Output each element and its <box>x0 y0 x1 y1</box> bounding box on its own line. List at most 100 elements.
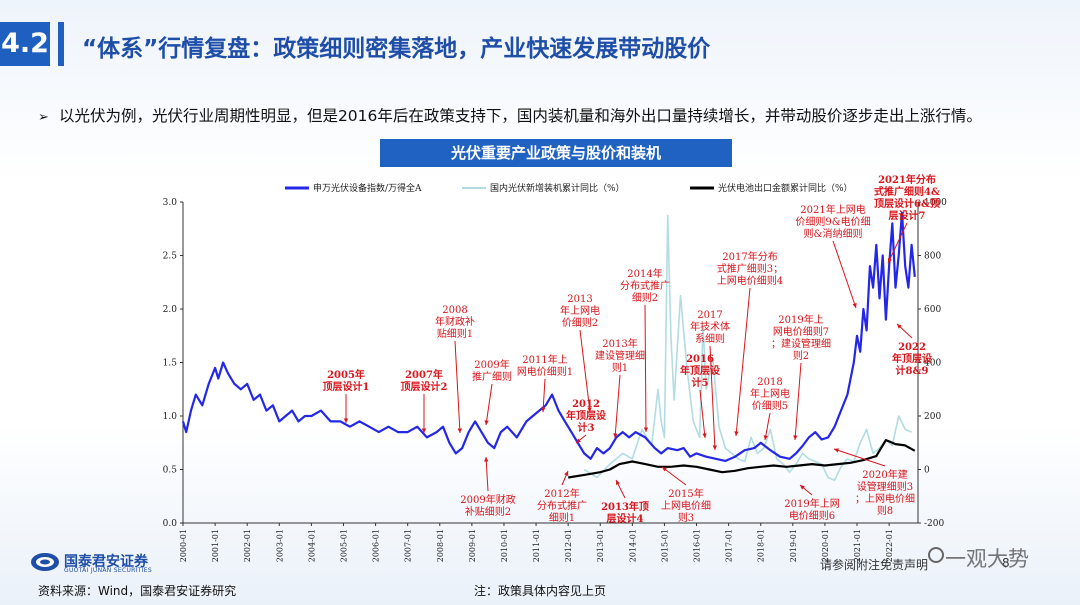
x-tick-label: 2001-01 <box>211 529 220 562</box>
x-tick-label: 2021-01 <box>853 529 862 562</box>
brand-name: 国泰君安证券 <box>64 554 148 570</box>
annotation-arrow-11 <box>644 304 647 433</box>
annotation-arrow-4 <box>485 456 489 492</box>
annotation-1: 2007年顶层设计2 <box>401 368 448 393</box>
annotation-11: 2014年分布式推广细则2 <box>620 267 670 304</box>
annotation-arrowhead-5 <box>541 407 546 412</box>
left-tick-label: 2.5 <box>163 252 178 262</box>
x-tick-label: 2000-01 <box>179 529 188 562</box>
x-tick-label: 2002-01 <box>243 529 252 562</box>
annotation-arrowhead-10 <box>616 480 620 485</box>
annotation-10: 2013年顶层设计4 <box>601 500 649 525</box>
annotation-arrow-14 <box>709 345 716 451</box>
x-tick-label: 2010-01 <box>500 529 509 562</box>
annotation-13: 2016 年顶层设计5 <box>680 354 720 389</box>
annotation-arrowhead-6 <box>576 438 581 443</box>
annotation-arrow-8 <box>579 329 591 413</box>
right-tick-label: 600 <box>924 305 941 315</box>
section-number-badge: 4.2 <box>0 22 50 66</box>
summary-bullet: ➢ 以光伏为例，光伏行业周期性明显，但是2016年后在政策支持下，国内装机量和海… <box>38 104 982 126</box>
page-number: 8 <box>1002 556 1010 570</box>
annotation-21: 2021年分布式推广细则4&顶层设计6&顶层设计7 <box>874 173 940 222</box>
right-tick-label: 400 <box>924 359 941 369</box>
series-line-2 <box>568 439 916 479</box>
annotation-arrowhead-22 <box>897 324 902 329</box>
annotation-arrowhead-19 <box>834 448 839 453</box>
x-tick-label: 2009-01 <box>468 529 477 562</box>
x-tick-label: 2012-01 <box>564 529 573 562</box>
data-source: 资料来源：Wind，国泰君安证券研究 <box>38 584 237 598</box>
title-accent-bar <box>58 22 64 66</box>
annotation-arrowhead-11 <box>643 427 649 432</box>
left-tick-label: 0.0 <box>163 519 178 529</box>
x-tick-label: 2014-01 <box>628 529 637 562</box>
annotation-arrow-17 <box>794 362 802 441</box>
brand-subtitle: GUOTAI JUNAN SECURITIES <box>64 567 152 574</box>
annotation-arrowhead-1 <box>421 428 427 433</box>
annotation-arrow-19 <box>833 448 886 467</box>
annotation-7: 2012年分布式推广细则1 <box>537 487 587 524</box>
summary-text: 以光伏为例，光伏行业周期性明显，但是2016年后在政策支持下，国内装机量和海外出… <box>58 107 982 125</box>
annotation-arrowhead-8 <box>587 407 592 412</box>
bullet-arrow-icon: ➢ <box>38 110 49 125</box>
series-line-0 <box>181 211 916 462</box>
annotation-8: 2013 年上网电价细则2 <box>560 294 600 329</box>
x-tick-label: 2022-01 <box>885 529 894 562</box>
annotation-22: 2022 年顶层设计8&9 <box>892 342 932 377</box>
annotation-arrowhead-15 <box>734 431 739 436</box>
disclaimer-text: 请参阅附注免责声明 <box>820 558 929 572</box>
annotation-arrowhead-3 <box>484 420 489 425</box>
series-line-1 <box>583 214 912 482</box>
annotation-arrowhead-9 <box>613 433 618 438</box>
annotation-19: 2020年建设管理细则3 ；上网电价细则8 <box>855 468 915 517</box>
annotation-arrowhead-2 <box>457 428 462 433</box>
right-tick-label: 0 <box>924 466 930 476</box>
brand-logo-icon <box>31 553 59 571</box>
annotation-16: 2018 年上网电价细则5 <box>750 377 790 412</box>
annotation-4: 2009年财政补贴细则2 <box>460 493 515 518</box>
annotation-arrowhead-21 <box>888 258 892 263</box>
annotation-18: 2019年上网电价细则6 <box>784 497 839 522</box>
annotation-arrowhead-18 <box>800 485 805 490</box>
right-tick-label: 1000 <box>924 198 947 208</box>
watermark-text: 一观大势 <box>945 547 1029 571</box>
annotation-0: 2005年顶层设计1 <box>323 368 370 393</box>
annotation-arrowhead-4 <box>484 457 489 462</box>
annotation-arrow-12 <box>661 466 687 486</box>
x-tick-label: 2018-01 <box>757 529 766 562</box>
annotation-5: 2011年上网电价细则1 <box>517 353 573 378</box>
x-tick-label: 2017-01 <box>725 529 734 562</box>
right-tick-label: 800 <box>924 252 941 262</box>
annotation-arrowhead-12 <box>662 467 667 472</box>
right-tick-label: 200 <box>924 412 941 422</box>
left-tick-label: 1.5 <box>163 359 178 369</box>
x-tick-label: 2011-01 <box>532 529 541 562</box>
annotation-arrow-5 <box>542 378 546 413</box>
left-tick-label: 3.0 <box>163 198 178 208</box>
x-tick-label: 2008-01 <box>436 529 445 562</box>
x-tick-label: 2013-01 <box>596 529 605 562</box>
annotation-arrow-9 <box>614 374 621 439</box>
annotation-arrowhead-16 <box>763 435 768 440</box>
left-tick-label: 1.0 <box>163 412 178 422</box>
annotation-arrow-15 <box>735 287 751 437</box>
annotation-arrow-2 <box>454 340 461 434</box>
left-tick-label: 0.5 <box>163 466 178 476</box>
annotation-arrowhead-17 <box>793 435 798 440</box>
chart-title: 光伏重要产业政策与股价和装机 <box>380 139 732 167</box>
x-tick-label: 2016-01 <box>693 529 702 562</box>
annotation-arrowhead-14 <box>712 445 717 450</box>
annotation-6: 2012 年顶层设计3 <box>566 399 606 434</box>
legend-label-2: 光伏电池出口金额累计同比（%） <box>718 182 853 194</box>
x-tick-label: 2020-01 <box>821 529 830 562</box>
x-tick-label: 2015-01 <box>660 529 669 562</box>
x-tick-label: 2003-01 <box>275 529 284 562</box>
right-tick-label: -200 <box>924 519 944 529</box>
annotation-arrowhead-0 <box>343 418 349 423</box>
annotation-14: 2017 年技术体系细则 <box>690 310 730 345</box>
legend-label-0: 申万光伏设备指数/万得全A <box>313 182 422 194</box>
annotation-20: 2021年上网电价细则9&电价细则&消纳细则 <box>795 203 870 240</box>
annotation-arrow-3 <box>485 383 493 426</box>
